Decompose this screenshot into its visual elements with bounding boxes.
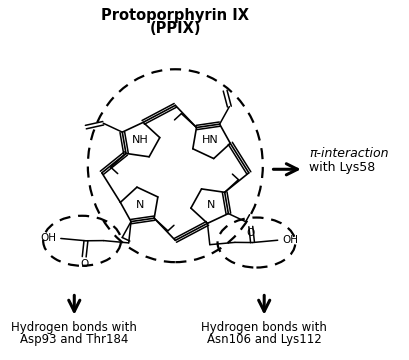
Text: Hydrogen bonds with: Hydrogen bonds with: [11, 321, 137, 334]
Text: (PPIX): (PPIX): [149, 21, 200, 36]
Text: OH: OH: [40, 234, 56, 243]
Text: Asp93 and Thr184: Asp93 and Thr184: [20, 333, 128, 346]
Text: with Lys58: with Lys58: [309, 161, 375, 174]
Text: Hydrogen bonds with: Hydrogen bonds with: [201, 321, 326, 334]
Text: HN: HN: [202, 135, 218, 145]
Text: Protoporphyrin IX: Protoporphyrin IX: [101, 8, 249, 23]
Text: O: O: [246, 228, 254, 238]
Text: Asn106 and Lys112: Asn106 and Lys112: [206, 333, 321, 346]
Text: N: N: [135, 200, 144, 210]
Text: O: O: [80, 258, 88, 269]
Text: OH: OH: [282, 235, 298, 245]
Text: N: N: [206, 200, 214, 210]
Text: NH: NH: [131, 135, 148, 145]
Text: π-interaction: π-interaction: [309, 147, 388, 160]
